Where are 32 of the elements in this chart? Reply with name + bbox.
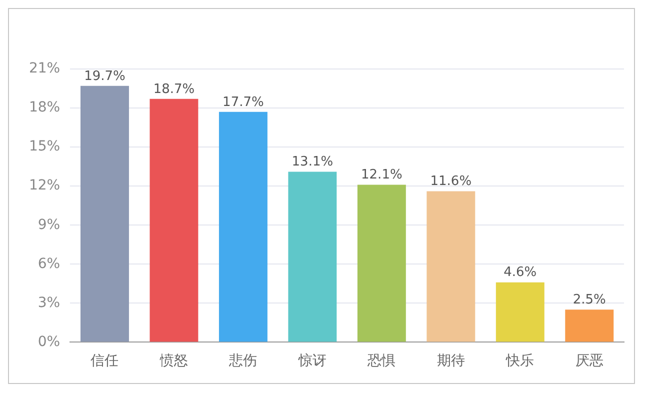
bar	[426, 191, 476, 342]
x-tick-label: 信任	[90, 353, 119, 370]
y-tick-label: 9%	[38, 216, 60, 233]
bar	[357, 184, 406, 342]
data-label: 12.1%	[361, 168, 402, 183]
y-tick-label: 12%	[28, 178, 60, 194]
y-tick-label: 6%	[38, 256, 60, 272]
bar	[218, 112, 268, 342]
data-label: 17.7%	[222, 94, 264, 110]
x-tick-label: 惊讶	[297, 353, 326, 370]
bar	[496, 282, 544, 342]
bar	[150, 98, 198, 342]
data-label: 13.1%	[292, 154, 334, 170]
y-tick-label: 3%	[38, 294, 60, 311]
x-tick-label: 期待	[436, 353, 465, 370]
data-label: 19.7%	[84, 68, 126, 84]
x-tick-label: 愤怒	[158, 353, 188, 370]
y-tick-label: 15%	[28, 138, 60, 155]
data-label: 18.7%	[153, 82, 195, 97]
bar	[80, 86, 129, 342]
x-tick-label: 悲伤	[228, 353, 258, 370]
bar	[288, 172, 337, 342]
data-label: 4.6%	[504, 265, 537, 280]
y-tick-label: 21%	[28, 60, 60, 77]
data-label: 2.5%	[572, 292, 606, 308]
bar	[565, 310, 614, 342]
y-tick-label: 18%	[28, 100, 60, 116]
data-label: 11.6%	[430, 174, 472, 190]
x-tick-label: 恐惧	[366, 353, 396, 370]
y-tick-label: 0%	[38, 334, 60, 350]
x-tick-label: 快乐	[505, 353, 534, 370]
x-tick-label: 厌恶	[575, 353, 604, 370]
